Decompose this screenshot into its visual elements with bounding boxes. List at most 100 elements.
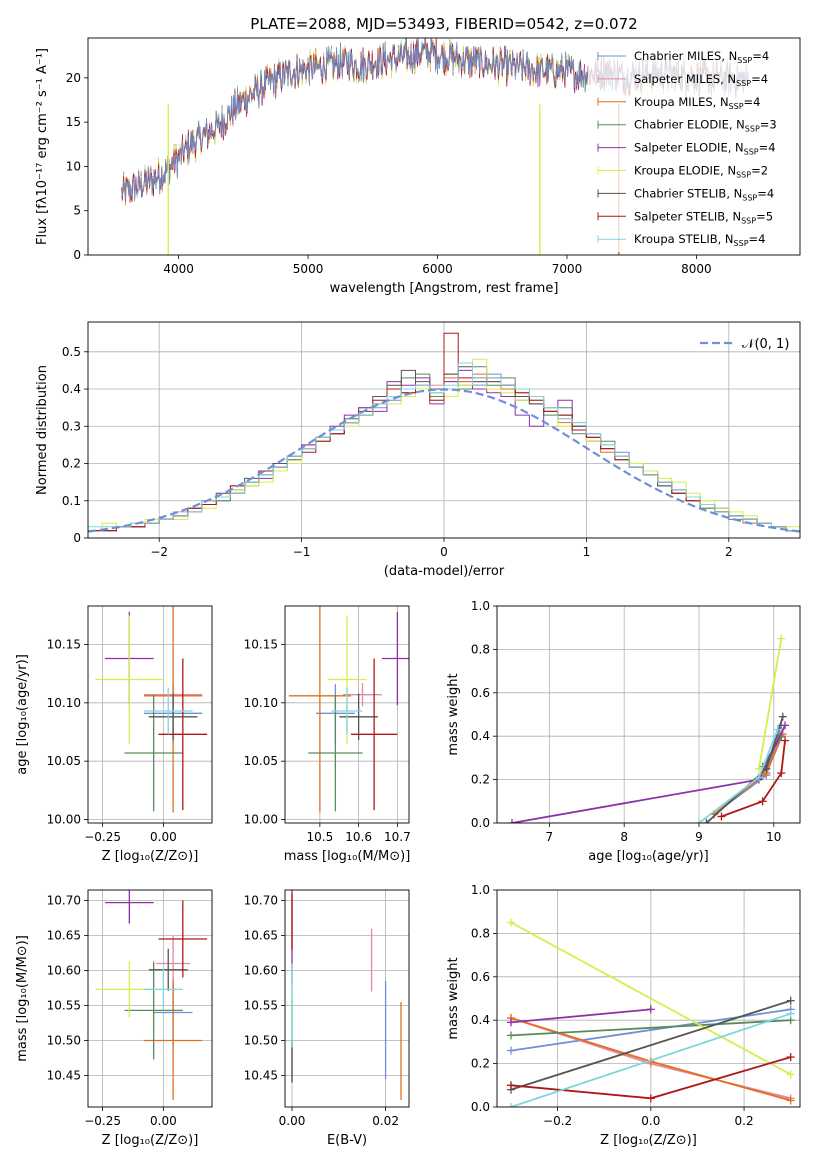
weight-marker [778,712,787,721]
x-tick-label: 9 [695,830,703,844]
y-tick-label: 10.45 [47,1069,81,1083]
errorbar-point-8 [158,658,208,811]
x-axis-label: (data-model)/error [384,564,505,579]
weight-line-5 [510,1008,651,1024]
weight-marker [754,773,763,782]
axes-frame [87,889,213,1108]
x-tick-label: 6000 [422,262,453,276]
figure-title: PLATE=2088, MJD=53493, FIBERID=0542, z=0… [250,15,637,33]
y-tick-label: 10.60 [244,964,278,978]
weight-marker [507,819,516,823]
plot-area [497,890,800,1107]
legend-entry: Salpeter ELODIE, NSSP=4 [634,141,776,157]
weight-marker [786,1096,795,1105]
y-tick-label: 0.1 [62,494,81,508]
legend-entry: Kroupa STELIB, NSSP=4 [634,232,765,248]
residuals-legend: 𝒩(0, 1) [700,337,789,352]
errorbar-point-9 [143,687,193,735]
errorbar-point-4 [124,961,183,1060]
legend-entry: Salpeter MILES, NSSP=4 [634,72,768,88]
x-tick-label: −0.25 [84,1114,121,1128]
y-tick-label: 10.05 [244,754,278,768]
weight-marker [786,1053,795,1062]
weight-marker [695,819,703,823]
plot-area [497,606,800,823]
x-tick-label: 10.6 [345,830,372,844]
panel-residuals: −2 −1 0 1 2 0 0.1 0.2 0.3 0.4 0.5 (data-model)/erro… [35,321,801,579]
weight-marker [646,1094,655,1103]
y-tick-label: 10.70 [47,894,81,908]
x-tick-label: 0.0 [641,1114,660,1128]
weight-marker [777,769,786,778]
errorbar-point-8 [158,900,208,978]
y-tick-label: 0.2 [62,457,81,471]
x-tick-label: 0 [440,545,448,559]
weight-marker [506,1046,515,1055]
legend-box [588,42,798,252]
y-tick-label: 10.15 [47,638,81,652]
errorbar-point-7 [148,948,188,991]
weight-marker [506,1031,515,1040]
weight-line-6 [758,638,783,769]
y-tick-label: 0.6 [471,970,490,984]
weight-marker [506,1018,515,1027]
errorbar-point-9 [331,687,363,735]
x-axis-label: Z [log₁₀(Z/Z⊙)] [600,1133,697,1148]
x-tick-label: 1 [583,545,591,559]
y-tick-label: 0.0 [471,816,490,830]
errorbar-point-4 [308,694,363,812]
legend-entry: 𝒩(0, 1) [742,337,789,352]
y-tick-label: 0.2 [471,1057,490,1071]
axes-frame [87,37,801,256]
x-tick-label: −0.25 [84,830,121,844]
y-tick-label: 10.65 [47,929,81,943]
errorbar-point-5 [105,890,154,924]
panel-mass_vs_EBV: 0.00 0.02 10.45 10.50 10.55 10.60 10.65 10.70 E(… [244,889,410,1148]
y-tick-label: 10.00 [244,813,278,827]
axes-frame [87,605,213,824]
x-tick-label: −2 [150,545,168,559]
y-tick-label: 10.45 [244,1069,278,1083]
weight-marker [702,819,711,823]
x-tick-label: 7 [546,830,554,844]
x-axis-label: mass [log₁₀(M/M⊙)] [284,849,411,864]
weight-marker [758,797,767,806]
y-axis-label: mass weight [446,957,461,1039]
axes-frame [496,889,801,1108]
weight-marker [506,918,515,927]
y-tick-label: 0.4 [62,382,81,396]
panel-age_vs_mass: 10.5 10.6 10.7 10.00 10.05 10.10 10.15 mass [lo… [244,605,411,864]
x-tick-label: 8 [620,830,628,844]
x-tick-label: −0.2 [543,1114,572,1128]
x-tick-label: 7000 [552,262,583,276]
weight-marker [786,996,795,1005]
plot-area [88,322,800,538]
y-tick-label: 5 [73,204,81,218]
panel-weight_vs_Z: −0.2 0.0 0.2 0.0 0.2 0.4 0.6 0.8 1.0 Z [log₁₀(Z/Z… [446,883,801,1148]
histogram-step-9 [88,362,800,532]
y-tick-label: 0.3 [62,419,81,433]
x-axis-label: wavelength [Angstrom, rest frame] [330,281,559,296]
y-tick-label: 10.50 [47,1034,81,1048]
plot-area [285,606,409,823]
weight-marker [773,725,782,734]
spectrum-legend: Chabrier MILES, NSSP=4 Salpeter MILES, NS… [588,42,798,252]
y-tick-label: 10.05 [47,754,81,768]
weight-marker [717,812,726,821]
weight-line-8 [721,740,786,818]
y-tick-label: 0 [73,248,81,262]
x-axis-label: E(B-V) [327,1133,367,1148]
errorbar-point-7 [339,693,378,741]
weight-marker [777,634,786,643]
legend-entry: Salpeter STELIB, NSSP=5 [634,209,773,225]
weight-marker [781,736,790,745]
y-axis-label: age [log₁₀(age/yr)] [15,654,30,775]
x-tick-label: 0.00 [150,1114,177,1128]
weight-marker [781,721,790,730]
weight-marker [506,1103,515,1107]
plot-area [285,890,409,1107]
panel-mass_vs_Z: −0.25 0.00 10.45 10.50 10.55 10.60 10.65 10.70 Z… [15,889,213,1148]
legend-entry: Kroupa ELODIE, NSSP=2 [634,164,768,180]
axes-frame [284,605,410,824]
